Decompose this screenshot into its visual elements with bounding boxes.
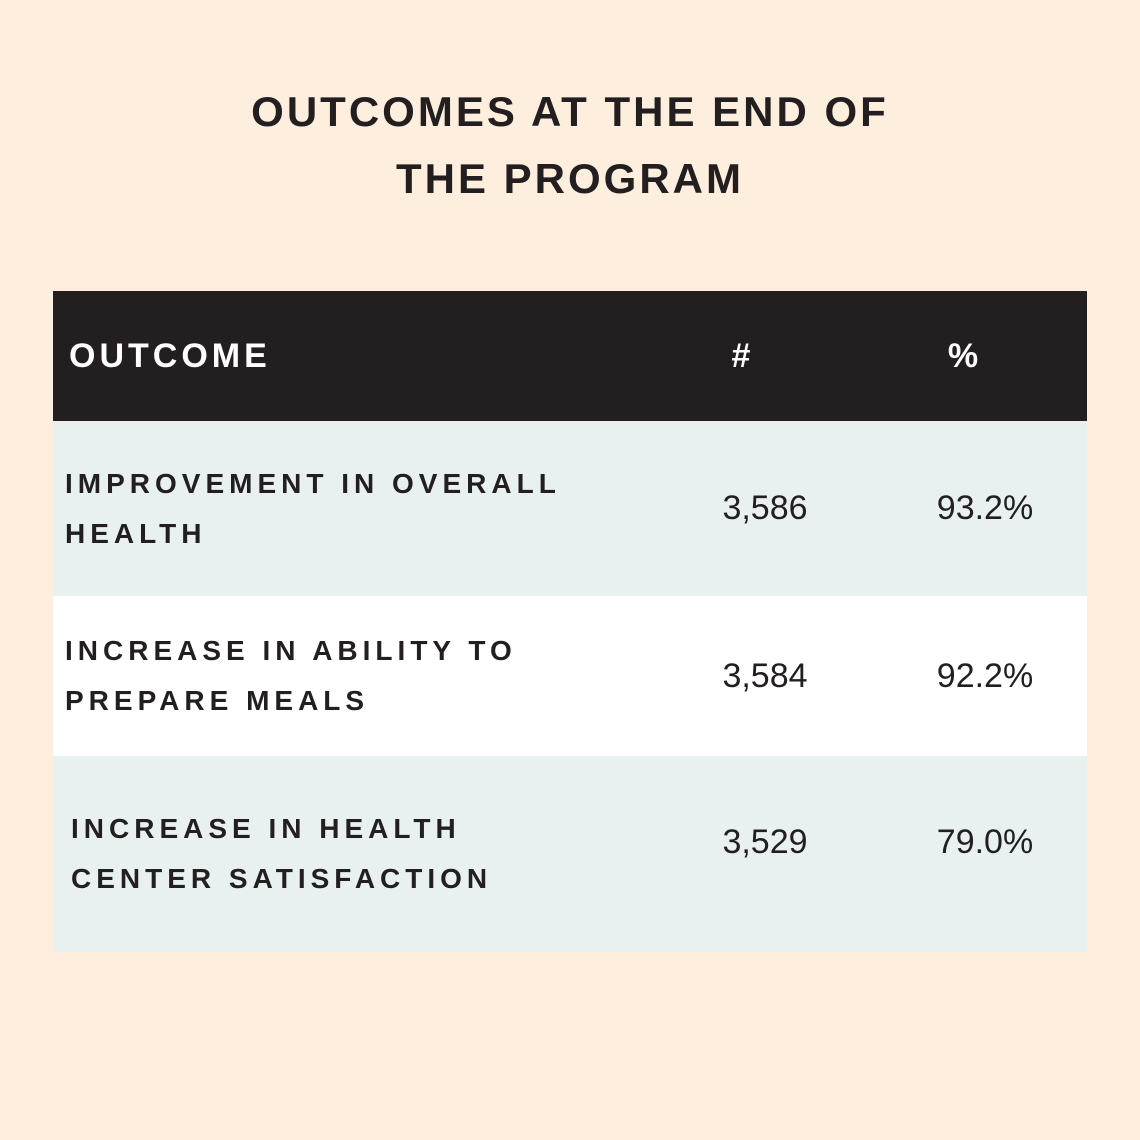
table-row: INCREASE IN ABILITY TO PREPARE MEALS 3,5… bbox=[53, 596, 1087, 756]
count-cell: 3,529 bbox=[722, 822, 808, 861]
header-row: OUTCOME # % bbox=[53, 291, 1087, 421]
count-cell: 3,584 bbox=[722, 656, 808, 695]
outcome-label: INCREASE IN ABILITY TO PREPARE MEALS bbox=[65, 635, 517, 716]
header-cell: % bbox=[947, 336, 983, 375]
percent-cell: 92.2% bbox=[936, 656, 1034, 695]
table-row: INCREASE IN HEALTH CENTER SATISFACTION 3… bbox=[53, 756, 1087, 952]
outcome-label: INCREASE IN HEALTH CENTER SATISFACTION bbox=[71, 813, 493, 894]
percent-cell: 79.0% bbox=[936, 822, 1034, 861]
count-cell: 3,586 bbox=[722, 489, 808, 527]
header-cell: OUTCOME bbox=[69, 336, 271, 375]
percent-cell: 93.2% bbox=[936, 489, 1034, 527]
table-row: IMPROVEMENT IN OVERALL HEALTH 3,586 93.2… bbox=[53, 421, 1087, 596]
outcome-label: IMPROVEMENT IN OVERALL HEALTH bbox=[65, 467, 561, 549]
title: OUTCOMES AT THE END OF THE PROGRAM bbox=[251, 88, 889, 202]
outcomes-table: OUTCOME # % IMPROVEMENT IN OVERALL HEALT… bbox=[53, 291, 1087, 952]
header-cell: # bbox=[731, 336, 755, 375]
